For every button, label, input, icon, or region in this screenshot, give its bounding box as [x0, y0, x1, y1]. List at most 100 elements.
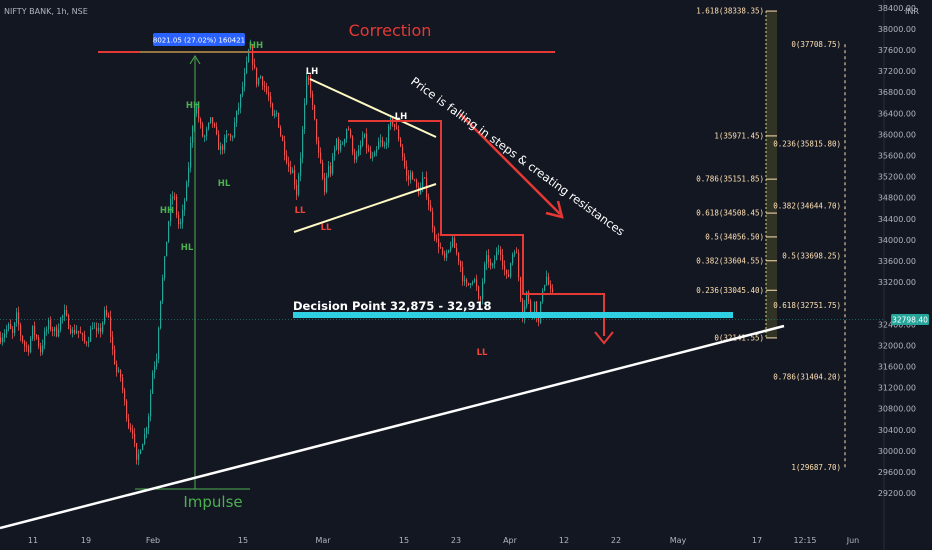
candle-body [340, 144, 342, 151]
candle-body [188, 167, 190, 183]
candle-body [394, 124, 396, 128]
candle-body [280, 127, 282, 136]
fib-level-label: 0.236(33045.40) [696, 286, 764, 295]
candle-body [228, 134, 230, 136]
candle-body [536, 301, 538, 318]
candle-body [276, 112, 278, 114]
candle-body [330, 165, 332, 174]
candle-body [236, 110, 238, 123]
decision-point-label: Decision Point 32,875 - 32,918 [293, 299, 491, 313]
candle-body [50, 320, 52, 330]
candle-body [382, 140, 384, 146]
price-axis[interactable]: 38400.00 38000.00 37600.00 37200.00 36800.00… [878, 0, 916, 550]
candle-body [10, 323, 12, 329]
candle-body [4, 333, 6, 338]
y-tick-label: 32000.00 [878, 341, 916, 350]
candle-body [248, 49, 250, 62]
candle-body [92, 328, 94, 329]
candle-body [380, 140, 382, 142]
fib-level-label: 0.618(34508.45) [696, 209, 764, 218]
fib-level-label: 0(37708.75) [791, 40, 841, 49]
y-tick-label: 36800.00 [878, 88, 916, 97]
candle-body [20, 324, 22, 337]
candle-body [548, 276, 550, 285]
candle-body [506, 269, 508, 275]
candle-body [432, 211, 434, 228]
candle-body [70, 328, 72, 333]
candle-body [450, 246, 452, 251]
pivot-labels: HH HH HL HH HL LH LL LL LH LL [160, 41, 488, 358]
candle-body [368, 148, 370, 151]
candle-body [120, 370, 122, 378]
candle-body [408, 175, 410, 180]
candle-body [512, 254, 514, 264]
chart-drawings[interactable] [0, 51, 884, 530]
pivot-label: LL [477, 348, 488, 358]
candle-body [244, 72, 246, 87]
candle-body [216, 126, 218, 135]
candle-body [360, 145, 362, 150]
candle-body [214, 123, 216, 127]
candle-body [140, 450, 142, 454]
candle-body [84, 335, 86, 343]
candle-body [492, 263, 494, 266]
candle-body [68, 315, 70, 329]
candle-body [52, 329, 54, 332]
candle-body [94, 327, 96, 329]
candle-body [366, 133, 368, 149]
candle-body [446, 252, 448, 258]
pivot-label: HH [160, 206, 174, 216]
x-tick-label: 23 [451, 536, 461, 545]
impulse-label: Impulse [183, 493, 242, 511]
candle-body [370, 150, 372, 158]
correction-label: Correction [349, 21, 432, 40]
y-tick-label: 35600.00 [878, 152, 916, 161]
falling-arrow-head [545, 200, 564, 219]
pivot-label: HH [249, 41, 263, 51]
candle-body [294, 169, 296, 185]
candle-body [406, 166, 408, 176]
y-tick-label: 37600.00 [878, 46, 916, 55]
candle-body [488, 255, 490, 263]
candle-body [342, 143, 344, 145]
candle-body [350, 130, 352, 137]
candle-body [204, 136, 206, 137]
current-price-text: 32798.40 [892, 316, 928, 325]
y-tick-label: 31600.00 [878, 363, 916, 372]
y-tick-label: 33600.00 [878, 257, 916, 266]
x-tick-label: 12:15 [793, 536, 816, 545]
candle-body [314, 105, 316, 119]
fib-level-label: 1(35971.45) [714, 131, 764, 140]
candle-body [168, 221, 170, 242]
candle-body [136, 442, 138, 460]
candle-body [258, 78, 260, 85]
y-tick-label: 34400.00 [878, 215, 916, 224]
pivot-label: LH [306, 67, 319, 77]
support-trendline [0, 324, 785, 530]
candle-body [348, 128, 350, 131]
candle-body [522, 299, 524, 319]
candle-body [128, 418, 130, 428]
candle-body [186, 182, 188, 201]
candle-body [250, 45, 252, 50]
candle-body [462, 266, 464, 282]
candle-body [298, 175, 300, 195]
candle-body [484, 264, 486, 282]
time-axis[interactable]: 11 19 Feb 15 Mar 15 23 Apr 12 22 May 17 12:15 Jun [28, 536, 859, 545]
y-tick-label: 29200.00 [878, 489, 916, 498]
candle-body [224, 137, 226, 150]
candle-body [316, 118, 318, 141]
candle-body [438, 238, 440, 248]
candle-body [184, 200, 186, 210]
candle-body [376, 149, 378, 153]
candle-body [464, 279, 466, 282]
candle-body [530, 301, 532, 316]
impulse-arrow-head [189, 55, 201, 65]
candle-body [62, 315, 64, 318]
candle-body [208, 122, 210, 129]
candle-body [456, 248, 458, 253]
price-candles [0, 39, 554, 466]
current-price-tag: 32798.40 [891, 314, 929, 325]
candle-body [448, 250, 450, 253]
